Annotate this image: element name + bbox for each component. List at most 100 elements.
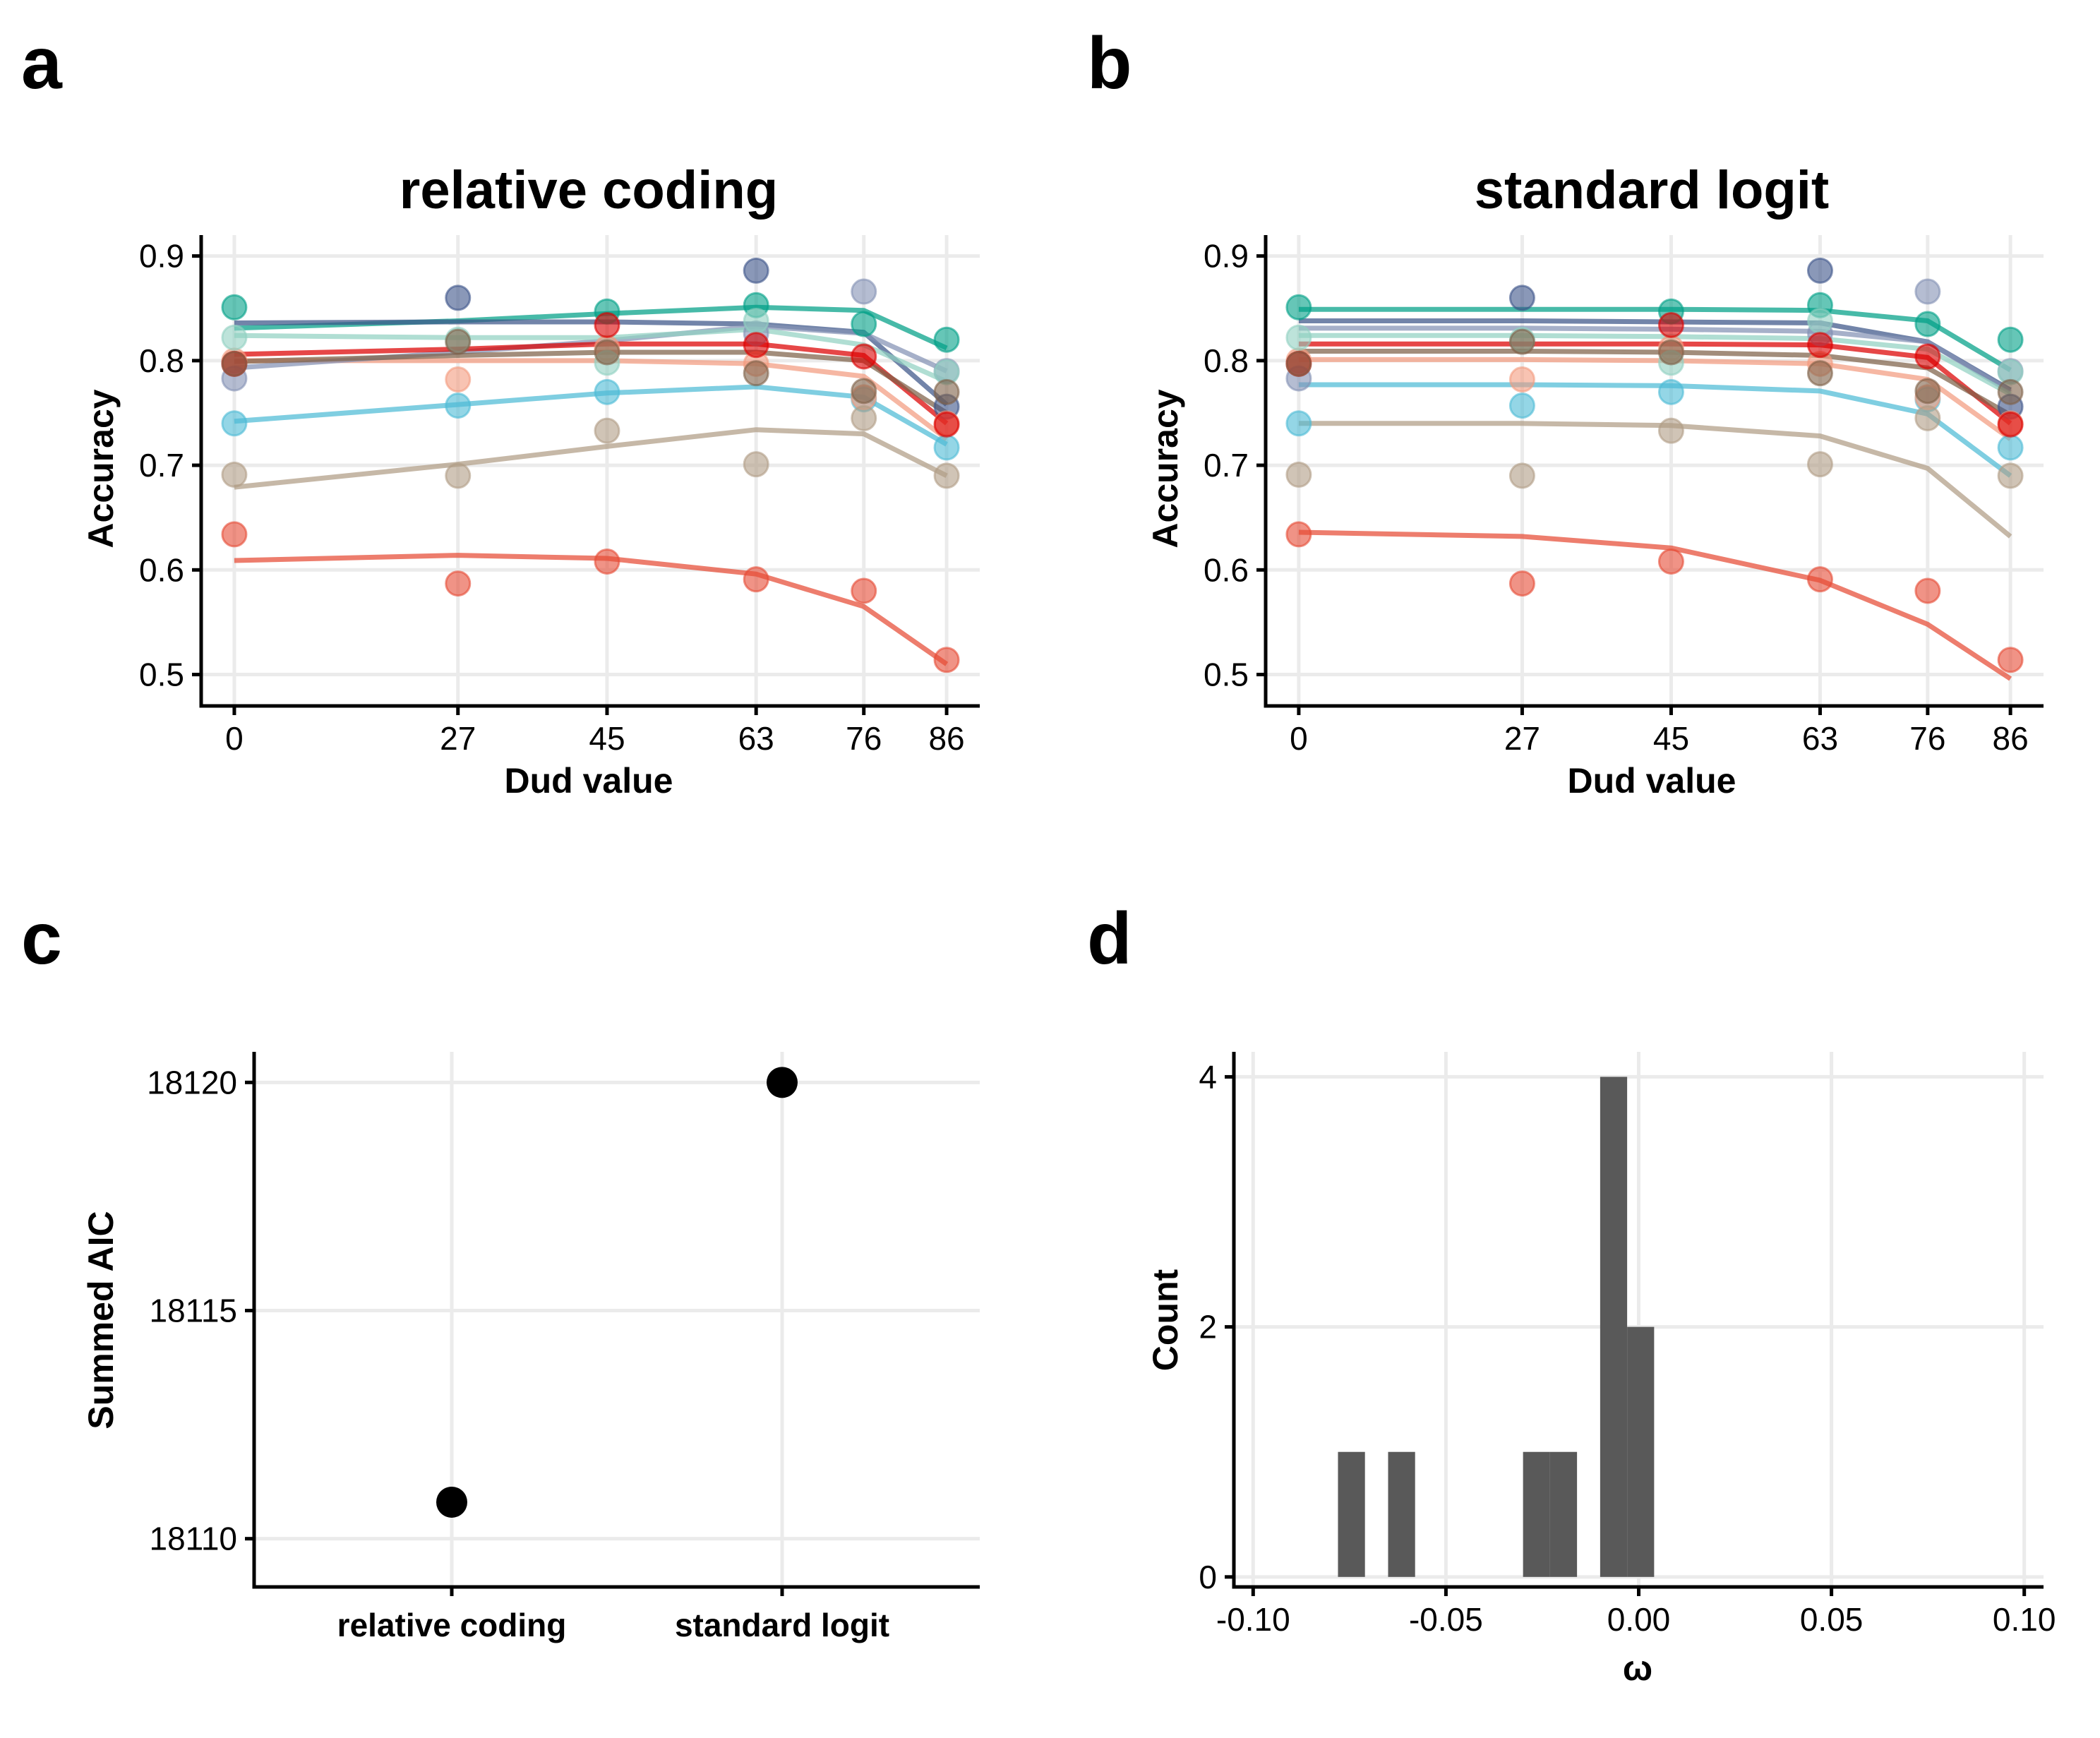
y-tick-label: 0.7 — [1204, 447, 1249, 484]
data-point-series-7 — [1285, 324, 1312, 351]
y-axis-title-b: Accuracy — [1146, 389, 1185, 548]
fit-line-series-7 — [1298, 332, 2012, 397]
y-tick-label: 0 — [1199, 1559, 1217, 1595]
data-point-series-1 — [1914, 577, 1941, 604]
data-point-series-4 — [1806, 257, 1833, 284]
y-tick-label: 0.5 — [139, 657, 184, 693]
y-tick-label: 0.9 — [1204, 238, 1249, 275]
data-point-relative-coding — [436, 1486, 467, 1518]
data-point-series-3 — [221, 294, 248, 320]
x-tick-label: 63 — [1802, 720, 1838, 757]
data-point-series-4 — [743, 257, 769, 284]
x-tick-label: 45 — [589, 720, 625, 757]
axis-lines — [1232, 1052, 2044, 1589]
data-point-series-2 — [1997, 434, 2024, 461]
data-point-series-1 — [445, 570, 472, 597]
data-point-series-9 — [1285, 350, 1312, 377]
x-tick-label: 63 — [738, 720, 774, 757]
x-category-label: standard logit — [675, 1607, 889, 1643]
x-tick-label: 86 — [1993, 720, 2029, 757]
x-tick-label: 0.00 — [1607, 1601, 1671, 1638]
data-point-series-2 — [221, 410, 248, 437]
data-point-series-10 — [1508, 462, 1535, 489]
data-point-series-2 — [445, 392, 472, 419]
data-point-series-4 — [445, 284, 472, 311]
data-point-series-9 — [1508, 328, 1535, 355]
x-tick-label: 76 — [846, 720, 882, 757]
data-point-series-7 — [1806, 308, 1833, 335]
fit-line-series-5 — [234, 358, 949, 441]
data-point-series-2 — [933, 434, 960, 461]
histogram-bar — [1388, 1451, 1415, 1577]
y-tick-label: 18120 — [147, 1064, 237, 1101]
data-point-series-2 — [1657, 378, 1684, 405]
y-tick-label: 18110 — [149, 1521, 237, 1557]
x-axis-title-d: ω — [1623, 1648, 1652, 1688]
axis-lines — [1264, 235, 2044, 708]
x-category-label: relative coding — [337, 1607, 567, 1643]
data-point-series-9 — [851, 378, 877, 404]
panel-title-b: standard logit — [1475, 160, 1829, 220]
data-point-series-9 — [1997, 378, 2024, 405]
x-tick-label: 0.10 — [1993, 1601, 2056, 1638]
data-point-series-1 — [851, 577, 877, 604]
y-tick-label: 0.6 — [139, 551, 184, 588]
data-point-series-9 — [594, 339, 620, 366]
panel-b: 0.5 0.6 0.7 0.8 0.9 0 27 45 63 76 86 — [1204, 235, 2044, 757]
histogram-bar — [1600, 1077, 1628, 1577]
panel-title-a: relative coding — [400, 160, 778, 220]
y-tick-label: 2 — [1199, 1309, 1217, 1346]
fit-line-series-10 — [234, 427, 948, 490]
x-tick-label: 27 — [440, 720, 476, 757]
panel-letter-b: b — [1087, 23, 1132, 104]
panel-letter-d: d — [1087, 898, 1132, 980]
data-point-series-3 — [1914, 311, 1941, 337]
data-point-series-10 — [1657, 417, 1684, 444]
data-point-series-9 — [1914, 378, 1941, 404]
histogram-bar — [1549, 1451, 1578, 1577]
histogram-bar — [1338, 1451, 1365, 1577]
y-tick-label: 0.8 — [139, 342, 184, 379]
histogram-bar — [1523, 1451, 1550, 1577]
fit-line-series-6 — [234, 323, 948, 373]
data-point-series-8 — [1914, 343, 1941, 370]
y-tick-label: 0.8 — [1204, 342, 1249, 379]
data-point-series-8 — [851, 343, 877, 370]
data-point-series-2 — [594, 378, 620, 405]
fit-line-series-2 — [1298, 382, 2012, 478]
data-point-series-10 — [1285, 461, 1312, 488]
data-point-series-9 — [743, 360, 769, 387]
y-axis-title-d: Count — [1146, 1269, 1185, 1371]
data-point-series-1 — [743, 566, 769, 593]
axis-lines — [199, 235, 980, 708]
data-point-series-7 — [221, 324, 248, 351]
data-point-series-9 — [1657, 339, 1684, 366]
data-point-series-9 — [445, 328, 472, 355]
fit-line-series-4 — [234, 319, 949, 407]
data-point-series-10 — [1914, 404, 1941, 431]
data-point-series-1 — [221, 521, 248, 548]
fit-line-series-5 — [1298, 356, 2012, 441]
fit-line-series-9 — [234, 349, 948, 415]
data-point-series-8 — [933, 411, 960, 438]
data-point-series-8 — [1997, 411, 2024, 438]
fit-line-series-7 — [234, 326, 948, 384]
data-point-series-1 — [1285, 521, 1312, 548]
data-point-series-10 — [594, 417, 620, 444]
data-point-series-3 — [933, 326, 960, 353]
y-tick-label: 0.9 — [139, 238, 184, 275]
data-point-series-10 — [743, 451, 769, 478]
fit-line-series-8 — [1298, 341, 2012, 426]
y-tick-label: 0.7 — [139, 447, 184, 484]
fit-line-series-9 — [1298, 349, 2012, 417]
x-axis-title-a: Dud value — [505, 761, 673, 801]
y-tick-label: 0.6 — [1204, 551, 1249, 588]
y-tick-label: 0.5 — [1204, 657, 1249, 693]
x-tick-label: 0 — [225, 720, 244, 757]
data-point-series-8 — [1657, 311, 1684, 338]
x-tick-label: 27 — [1504, 720, 1540, 757]
data-point-series-7 — [743, 308, 769, 335]
data-point-series-8 — [743, 332, 769, 359]
panel-a: 0.5 0.6 0.7 0.8 0.9 0 27 45 63 76 86 — [139, 235, 980, 757]
data-point-series-3 — [1997, 326, 2024, 353]
